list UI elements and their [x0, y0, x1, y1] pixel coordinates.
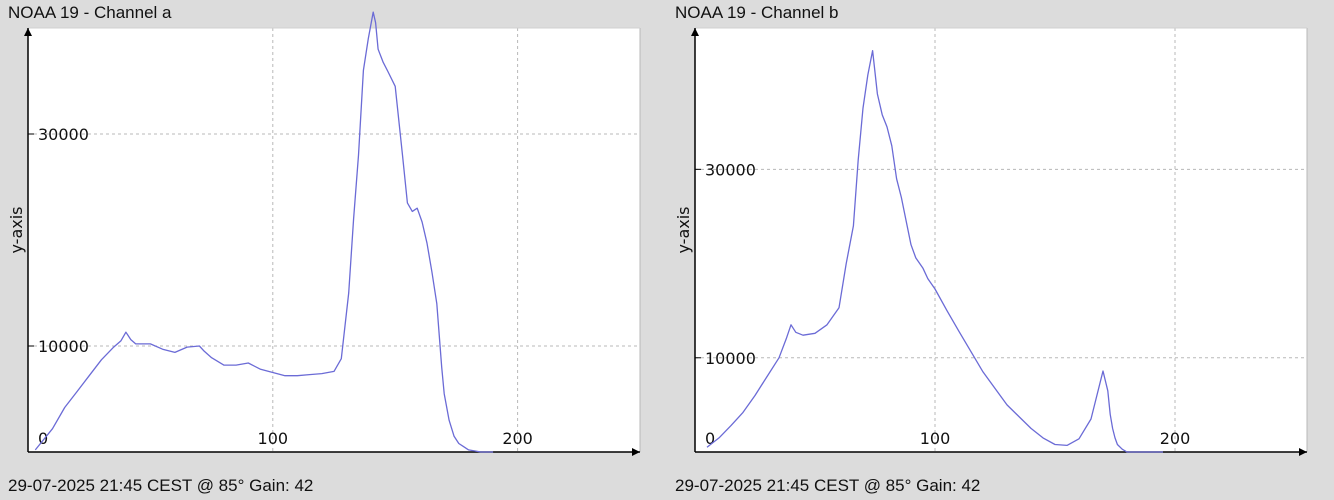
y-tick-label: 10000	[705, 349, 756, 368]
x-tick-label: 0	[705, 429, 715, 448]
x-tick-label: 200	[502, 429, 533, 448]
y-axis-label: y-axis	[7, 206, 26, 253]
series-line	[706, 49, 1163, 453]
x-tick-label: 0	[38, 429, 48, 448]
chart-title: NOAA 19 - Channel b	[675, 3, 839, 22]
y-axis-label: y-axis	[674, 206, 693, 253]
x-axis-arrow	[1299, 448, 1307, 456]
plot-area	[28, 28, 640, 452]
chart-panel-a: NOAA 19 - Channel a 0 100 200 10000 30000 y-a…	[7, 3, 641, 495]
x-tick-label: 100	[258, 429, 289, 448]
y-axis-arrow	[691, 28, 699, 36]
chart-footer: 29-07-2025 21:45 CEST @ 85° Gain: 42	[8, 476, 314, 495]
y-tick-label: 30000	[38, 125, 89, 144]
y-tick-label: 30000	[705, 160, 756, 179]
chart-a-svg: 0 100 200 10000 30000 y-axis	[7, 11, 641, 456]
chart-panel-b: NOAA 19 - Channel b 0 100 200 10000 30000 y-a…	[667, 0, 1334, 500]
y-axis-arrow	[24, 28, 32, 36]
y-tick-label: 10000	[38, 337, 89, 356]
x-tick-label: 100	[920, 429, 951, 448]
chart-b-svg: 0 100 200 10000 30000 y-axis	[674, 27, 1308, 456]
plot-area	[695, 28, 1307, 452]
x-axis-arrow	[632, 448, 640, 456]
series-line	[34, 11, 494, 453]
chart-footer: 29-07-2025 21:45 CEST @ 85° Gain: 42	[675, 476, 981, 495]
chart-title: NOAA 19 - Channel a	[8, 3, 172, 22]
x-tick-label: 200	[1160, 429, 1191, 448]
